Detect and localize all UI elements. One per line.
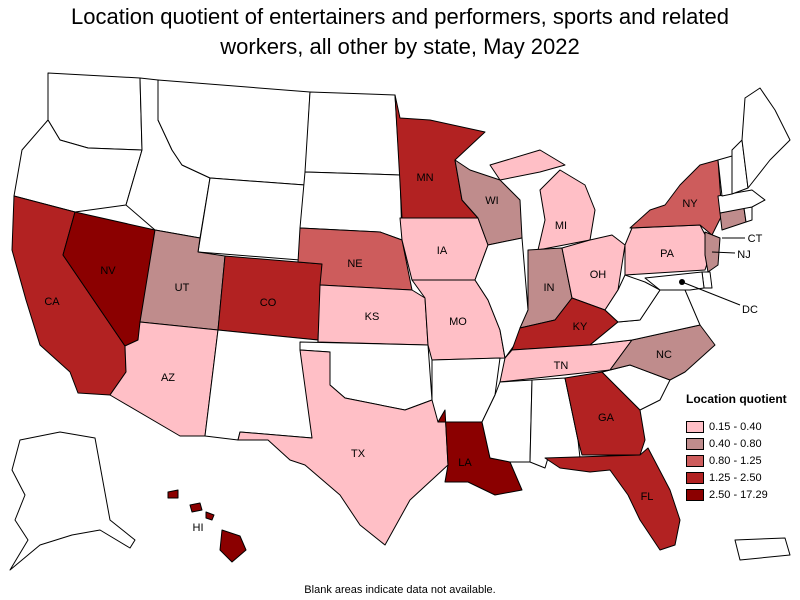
legend-item: 1.25 - 2.50 (686, 469, 798, 486)
callout-line (711, 251, 736, 254)
state-label-az: AZ (161, 372, 175, 384)
legend-label: 0.80 - 1.25 (709, 454, 762, 467)
state-label-tn: TN (554, 360, 569, 372)
state-label-wi: WI (485, 195, 498, 207)
state-label-mo: MO (449, 316, 467, 328)
state-label-ks: KS (365, 311, 380, 323)
state-label-fl: FL (641, 491, 654, 503)
state-label-tx: TX (351, 448, 366, 460)
state-label-ny: NY (682, 198, 698, 210)
state-label-nj: NJ (737, 249, 750, 261)
state-label-ga: GA (598, 412, 615, 424)
state-hi[interactable] (167, 489, 247, 563)
state-fl[interactable] (544, 447, 681, 551)
state-labels: CA NV UT AZ CO NE KS TX MN IA MO LA WI MI IN OH KY TN GA FL… (44, 172, 762, 534)
state-ny[interactable] (629, 159, 723, 236)
state-nd[interactable] (304, 91, 401, 176)
state-me[interactable] (741, 87, 791, 189)
legend-item: 2.50 - 17.29 (686, 486, 798, 503)
legend-item: 0.80 - 1.25 (686, 452, 798, 469)
state-label-dc: DC (742, 304, 758, 316)
state-label-ca: CA (44, 296, 60, 308)
state-ak[interactable] (9, 431, 136, 571)
map-title: Location quotient of entertainers and pe… (71, 4, 729, 59)
state-pr[interactable] (734, 537, 791, 561)
legend-swatch (686, 420, 704, 433)
state-label-co: CO (260, 297, 277, 309)
legend-title: Location quotient (686, 392, 787, 406)
legend-swatch (686, 454, 704, 467)
state-label-nv: NV (100, 265, 116, 277)
state-label-ut: UT (175, 282, 190, 294)
state-label-hi: HI (193, 522, 204, 534)
callout-line (681, 281, 741, 306)
state-md[interactable] (644, 271, 705, 291)
legend-items: 0.15 - 0.40 0.40 - 0.80 0.80 - 1.25 1.25 - … (686, 418, 798, 503)
legend-label: 0.40 - 0.80 (709, 437, 762, 450)
state-label-in: IN (544, 282, 555, 294)
state-label-ne: NE (347, 258, 362, 270)
legend-item: 0.40 - 0.80 (686, 435, 798, 452)
state-label-mn: MN (416, 172, 433, 184)
legend: Location quotient 0.15 - 0.40 0.40 - 0.80… (686, 392, 798, 503)
legend-label: 1.25 - 2.50 (709, 471, 762, 484)
legend-item: 0.15 - 0.40 (686, 418, 798, 435)
state-label-ct: CT (748, 233, 763, 245)
state-label-ia: IA (437, 245, 448, 257)
legend-label: 2.50 - 17.29 (709, 488, 768, 501)
state-label-mi: MI (555, 220, 567, 232)
state-ri[interactable] (743, 206, 753, 223)
legend-swatch (686, 488, 704, 501)
state-label-la: LA (458, 457, 472, 469)
legend-label: 0.15 - 0.40 (709, 420, 762, 433)
state-label-pa: PA (660, 248, 675, 260)
state-ma[interactable] (717, 189, 766, 214)
state-wv[interactable] (604, 274, 661, 323)
dc-marker (679, 279, 685, 285)
state-label-oh: OH (590, 269, 607, 281)
state-tx[interactable] (237, 349, 449, 546)
legend-swatch (686, 471, 704, 484)
state-wa[interactable] (47, 72, 143, 151)
state-mi[interactable] (489, 149, 596, 251)
legend-swatch (686, 437, 704, 450)
state-label-ky: KY (573, 321, 588, 333)
state-label-nc: NC (656, 349, 672, 361)
state-wy[interactable] (197, 177, 306, 261)
footnote: Blank areas indicate data not available. (304, 584, 496, 596)
